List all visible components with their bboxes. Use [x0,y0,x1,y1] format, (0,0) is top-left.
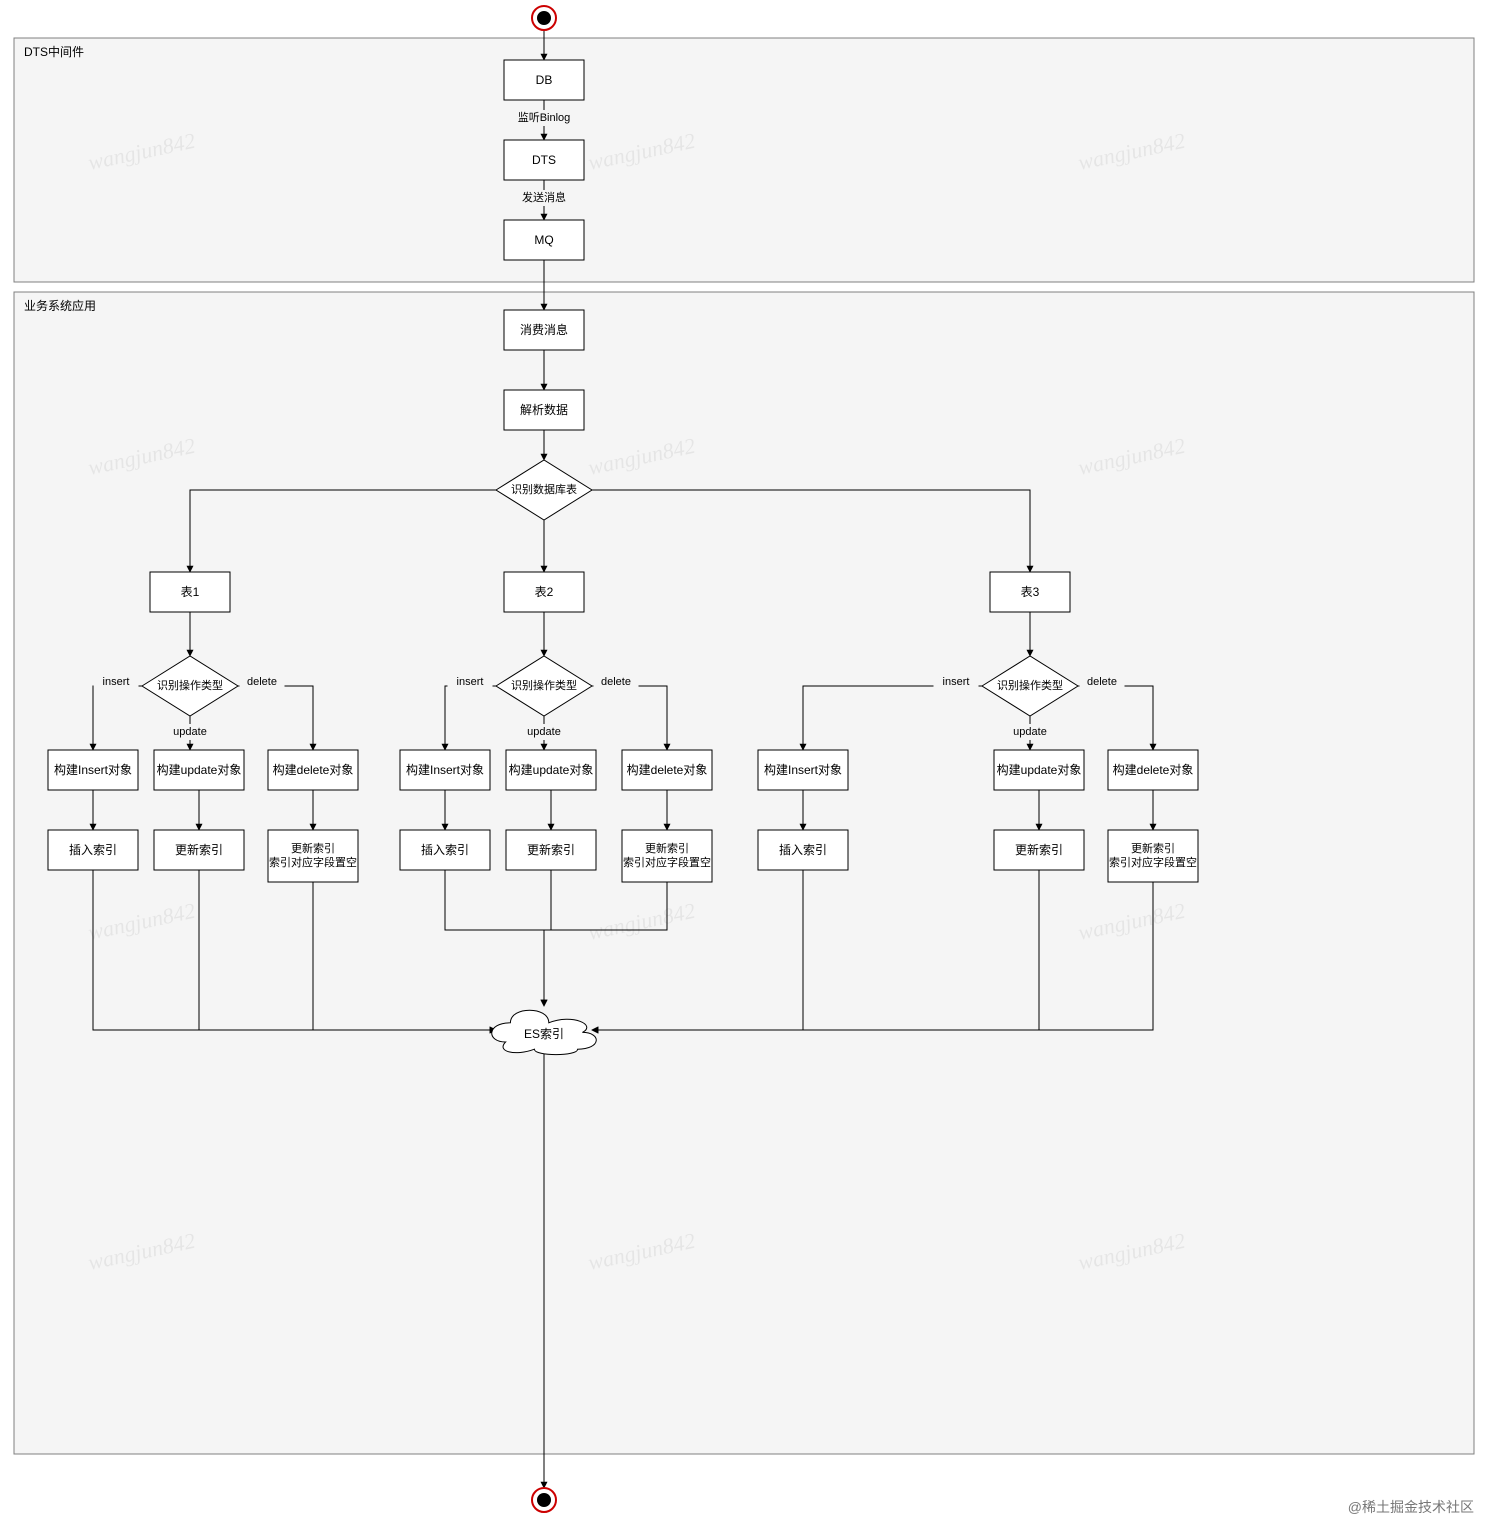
edge-label: delete [1087,676,1117,688]
node-a2i: 插入索引 [400,830,490,870]
node-label: 插入索引 [421,843,469,857]
edge-label: 监听Binlog [518,111,571,124]
node-a1u: 更新索引 [154,830,244,870]
node-label: 识别操作类型 [157,678,223,692]
node-label: 消费消息 [520,322,568,337]
node-a1i: 插入索引 [48,830,138,870]
node-label: ES索引 [524,1027,564,1041]
node-b3d: 构建delete对象 [1108,750,1198,790]
node-label: 索引对应字段置空 [623,855,711,869]
node-a2d: 更新索引索引对应字段置空 [622,830,712,882]
node-label: 表3 [1021,585,1040,599]
edge-label: update [1013,726,1047,738]
node-label: 更新索引 [645,841,689,855]
node-b1d: 构建delete对象 [268,750,358,790]
node-b2u: 构建update对象 [506,750,596,790]
node-label: 插入索引 [69,843,117,857]
node-a3d: 更新索引索引对应字段置空 [1108,830,1198,882]
node-t3: 表3 [990,572,1070,612]
node-mq: MQ [504,220,584,260]
node-label: 构建update对象 [157,762,242,777]
node-label: 更新索引 [291,841,335,855]
node-a3u: 更新索引 [994,830,1084,870]
flowchart-canvas: DTS中间件业务系统应用wangjun842wangjun842wangjun8… [0,0,1490,1522]
node-b3i: 构建Insert对象 [758,750,848,790]
edge-label: delete [247,676,277,688]
node-label: MQ [534,233,553,247]
edge-label: insert [943,676,970,688]
node-b1i: 构建Insert对象 [48,750,138,790]
lane-dts: DTS中间件 [14,38,1474,282]
node-label: 构建delete对象 [273,762,354,777]
node-b3u: 构建update对象 [994,750,1084,790]
footer-attribution: @稀土掘金技术社区 [1348,1499,1474,1515]
node-a3i: 插入索引 [758,830,848,870]
node-label: 索引对应字段置空 [1109,855,1197,869]
node-a1d: 更新索引索引对应字段置空 [268,830,358,882]
edge-label: insert [457,676,484,688]
node-label: 构建Insert对象 [406,762,484,777]
swimlane-title: 业务系统应用 [24,298,96,313]
edge-label: 发送消息 [522,190,566,204]
edge-label: delete [601,676,631,688]
node-label: 更新索引 [1131,841,1175,855]
node-label: 识别数据库表 [511,482,577,496]
node-label: DB [536,73,553,87]
node-label: 表2 [535,585,554,599]
node-label: 更新索引 [527,842,575,857]
edge-label: update [173,726,207,738]
node-label: 更新索引 [1015,842,1063,857]
edge-label: update [527,726,561,738]
node-label: 构建Insert对象 [54,762,132,777]
node-parse: 解析数据 [504,390,584,430]
node-label: 插入索引 [779,843,827,857]
node-dts: DTS [504,140,584,180]
node-label: 构建delete对象 [1113,762,1194,777]
node-label: 索引对应字段置空 [269,855,357,869]
node-a2u: 更新索引 [506,830,596,870]
edge-label: insert [103,676,130,688]
node-consume: 消费消息 [504,310,584,350]
node-t2: 表2 [504,572,584,612]
node-label: 构建delete对象 [627,762,708,777]
node-label: DTS [532,153,556,167]
node-b2i: 构建Insert对象 [400,750,490,790]
node-t1: 表1 [150,572,230,612]
node-label: 表1 [181,585,200,599]
lane-biz: 业务系统应用 [14,292,1474,1454]
node-label: 解析数据 [520,402,568,417]
node-label: 识别操作类型 [997,678,1063,692]
swimlane-title: DTS中间件 [24,44,84,59]
node-label: 构建update对象 [509,762,594,777]
node-b1u: 构建update对象 [154,750,244,790]
node-label: 构建Insert对象 [764,762,842,777]
node-b2d: 构建delete对象 [622,750,712,790]
node-label: 更新索引 [175,842,223,857]
node-label: 识别操作类型 [511,678,577,692]
node-label: 构建update对象 [997,762,1082,777]
node-db: DB [504,60,584,100]
